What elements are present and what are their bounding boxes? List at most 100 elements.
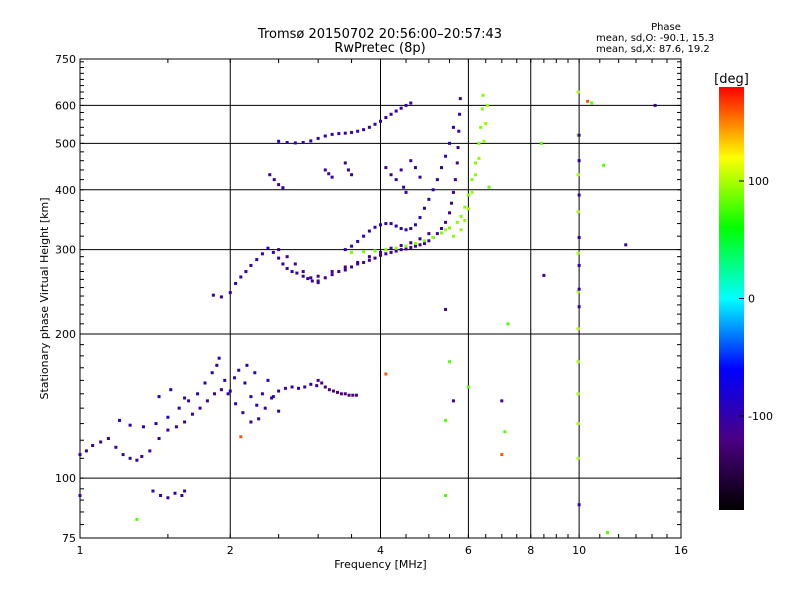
data-point (283, 386, 287, 390)
data-point (418, 237, 422, 241)
data-point (463, 219, 467, 223)
x-axis-label: Frequency [MHz] (334, 558, 426, 571)
data-point (327, 172, 331, 176)
data-point (154, 422, 158, 426)
data-point (228, 291, 232, 295)
data-point (285, 255, 289, 259)
data-point (576, 290, 580, 294)
data-point (459, 228, 463, 232)
data-point (373, 249, 377, 253)
data-point (339, 392, 343, 396)
data-point (384, 248, 388, 252)
data-point (418, 243, 422, 247)
data-point (362, 128, 366, 132)
data-point (577, 305, 581, 309)
data-point (128, 423, 132, 427)
data-point (444, 418, 448, 422)
data-point (506, 322, 510, 326)
data-point (241, 411, 245, 415)
data-point (418, 216, 422, 220)
data-point (404, 190, 408, 194)
data-point (427, 232, 431, 236)
data-point (379, 119, 382, 123)
data-point (431, 188, 435, 192)
data-point (84, 449, 88, 453)
data-point (576, 360, 580, 364)
data-point (459, 214, 463, 218)
data-point (285, 141, 289, 145)
data-point (330, 132, 334, 136)
data-point (404, 244, 408, 248)
data-point (78, 493, 82, 497)
data-point (343, 265, 347, 269)
data-point (448, 226, 452, 230)
data-point (367, 229, 371, 233)
data-point (243, 381, 247, 385)
data-point (389, 250, 393, 254)
data-point (473, 173, 477, 177)
data-point (409, 241, 413, 245)
data-point (266, 246, 270, 250)
data-point (263, 406, 267, 410)
data-point (203, 381, 207, 385)
data-point (350, 244, 354, 248)
data-point (379, 250, 382, 254)
data-point (219, 295, 223, 299)
data-point (409, 159, 413, 163)
data-point (404, 228, 408, 232)
data-point (316, 136, 320, 140)
data-point (402, 185, 406, 189)
data-point (140, 454, 144, 458)
data-point (293, 141, 297, 145)
data-point (451, 125, 455, 129)
data-point (577, 287, 581, 291)
data-point (384, 252, 388, 256)
y-tick-label: 750 (55, 53, 76, 66)
data-point (394, 224, 398, 228)
data-point (384, 166, 388, 170)
data-point (590, 101, 594, 105)
data-point (309, 382, 313, 386)
data-point (444, 307, 448, 311)
data-point (285, 266, 289, 270)
data-point (394, 249, 398, 253)
data-point (577, 193, 581, 197)
data-point (373, 122, 377, 126)
data-point (384, 222, 388, 226)
data-point (451, 234, 455, 238)
data-point (576, 90, 580, 94)
x-tick-label: 10 (572, 544, 586, 557)
data-point (482, 139, 486, 143)
data-point (487, 185, 491, 189)
data-point (453, 178, 457, 182)
data-point (343, 131, 347, 135)
data-point (350, 250, 354, 254)
data-point (404, 247, 408, 251)
data-point (466, 385, 470, 389)
data-point (576, 251, 580, 255)
data-point (577, 159, 581, 163)
data-point (389, 222, 393, 226)
data-point (435, 232, 439, 236)
data-point (148, 449, 152, 453)
data-point (500, 453, 504, 457)
data-point (266, 378, 270, 382)
y-tick-label: 75 (62, 532, 76, 545)
data-point (409, 227, 413, 231)
data-point (327, 388, 331, 392)
phase-x-stats: mean, sd,X: 87.6, 19.2 (596, 44, 710, 55)
data-point (330, 273, 334, 277)
chart-subtitle: RwPretec (8p) (334, 41, 426, 56)
data-point (576, 327, 580, 331)
data-point (166, 428, 170, 432)
y-tick-label: 100 (55, 472, 76, 485)
data-point (233, 376, 237, 380)
data-point (228, 389, 232, 393)
data-point (356, 129, 360, 133)
data-point (320, 381, 324, 385)
data-point (281, 262, 285, 266)
data-point (128, 456, 132, 460)
data-point (343, 392, 347, 396)
data-point (356, 239, 360, 243)
data-point (409, 246, 413, 250)
